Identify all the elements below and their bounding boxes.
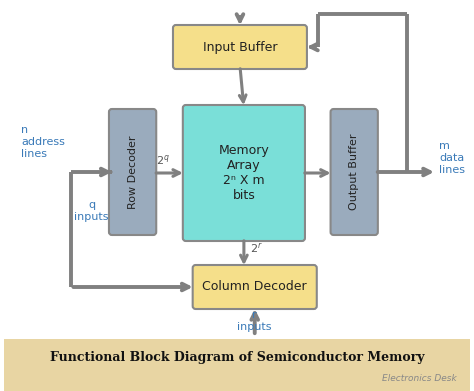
FancyBboxPatch shape xyxy=(183,105,305,241)
Text: 2$^r$: 2$^r$ xyxy=(250,242,263,255)
Text: Memory
Array
2ⁿ X m
bits: Memory Array 2ⁿ X m bits xyxy=(219,144,269,202)
Bar xyxy=(4,339,470,391)
Text: 2$^q$: 2$^q$ xyxy=(156,153,170,167)
Text: r
inputs: r inputs xyxy=(237,310,272,332)
FancyBboxPatch shape xyxy=(330,109,378,235)
FancyBboxPatch shape xyxy=(173,25,307,69)
FancyBboxPatch shape xyxy=(192,265,317,309)
Text: Electronics Desk: Electronics Desk xyxy=(382,374,456,383)
Text: q
inputs: q inputs xyxy=(74,200,109,222)
FancyBboxPatch shape xyxy=(109,109,156,235)
Text: Column Decoder: Column Decoder xyxy=(202,280,307,294)
Text: Functional Block Diagram of Semiconductor Memory: Functional Block Diagram of Semiconducto… xyxy=(50,350,424,364)
Text: Output Buffer: Output Buffer xyxy=(349,134,359,210)
Text: Row Decoder: Row Decoder xyxy=(128,135,137,209)
Text: n
address
lines: n address lines xyxy=(21,126,65,159)
Text: Input Buffer: Input Buffer xyxy=(203,41,277,54)
Text: m
data
lines: m data lines xyxy=(439,142,465,175)
